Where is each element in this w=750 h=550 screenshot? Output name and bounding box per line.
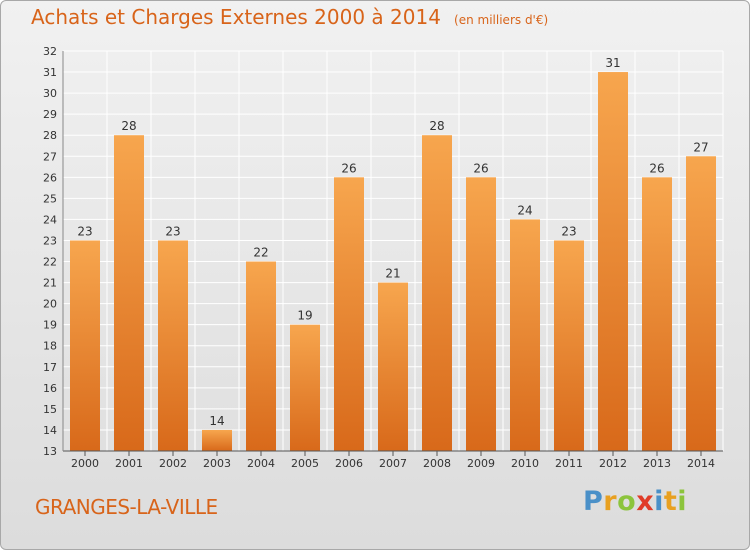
x-tick-label: 2010 [511, 457, 539, 470]
bar [202, 429, 232, 451]
y-tick-label: 14 [43, 424, 57, 437]
title-row: Achats et Charges Externes 2000 à 2014 (… [31, 5, 548, 29]
y-tick-label: 25 [43, 192, 57, 205]
data-label: 26 [473, 161, 488, 175]
logo-letter: P [583, 486, 604, 517]
data-label: 22 [253, 246, 268, 260]
x-tick-label: 2003 [203, 457, 231, 470]
data-label: 28 [429, 119, 444, 133]
logo-letter: r [603, 486, 618, 517]
bar [510, 219, 540, 451]
x-tick-label: 2005 [291, 457, 319, 470]
bar [290, 324, 320, 451]
y-tick-label: 21 [43, 277, 57, 290]
bar [554, 240, 584, 451]
bar [378, 282, 408, 451]
x-tick-label: 2009 [467, 457, 495, 470]
bar [158, 240, 188, 451]
bar [466, 177, 496, 451]
bar [642, 177, 672, 451]
y-tick-label: 20 [43, 298, 57, 311]
x-tick-label: 2002 [159, 457, 187, 470]
x-tick-label: 2012 [599, 457, 627, 470]
y-tick-label: 13 [43, 445, 57, 458]
y-tick-label: 23 [43, 234, 57, 247]
x-tick-label: 2007 [379, 457, 407, 470]
y-tick-label: 17 [43, 361, 57, 374]
data-label: 14 [209, 414, 224, 428]
data-label: 23 [561, 224, 576, 238]
y-tick-label: 24 [43, 213, 57, 226]
y-tick-label: 26 [43, 171, 57, 184]
x-tick-label: 2014 [687, 457, 715, 470]
x-tick-label: 2008 [423, 457, 451, 470]
bar [686, 156, 716, 451]
data-label: 21 [385, 267, 400, 281]
bar [422, 135, 452, 452]
logo-letter: t [663, 486, 678, 517]
y-tick-label: 31 [43, 66, 57, 79]
data-label: 27 [693, 140, 708, 154]
bar [334, 177, 364, 451]
bar [70, 240, 100, 451]
y-tick-label: 22 [43, 256, 57, 269]
y-tick-label: 18 [43, 340, 57, 353]
logo-letter: x [636, 486, 655, 517]
data-label: 26 [649, 161, 664, 175]
x-tick-label: 2004 [247, 457, 275, 470]
logo-letter: i [654, 486, 664, 517]
data-label: 28 [121, 119, 136, 133]
data-label: 19 [297, 309, 312, 323]
bar [114, 135, 144, 452]
data-label: 23 [77, 224, 92, 238]
data-label: 23 [165, 224, 180, 238]
y-tick-label: 16 [43, 382, 57, 395]
x-tick-label: 2006 [335, 457, 363, 470]
bar [598, 72, 628, 451]
commune-name: GRANGES-LA-VILLE [35, 495, 218, 519]
y-tick-label: 29 [43, 108, 57, 121]
axis-layer: 13 14 15 16 17 18 19 20 21 22 23 24 25 26 27 28 29 30 31 32… [43, 45, 723, 470]
y-tick-label: 15 [43, 403, 57, 416]
y-tick-label: 30 [43, 87, 57, 100]
chart-title: Achats et Charges Externes 2000 à 2014 [31, 5, 441, 29]
data-label: 31 [605, 56, 620, 70]
logo-letter: i [677, 486, 688, 517]
x-tick-label: 2011 [555, 457, 583, 470]
chart-unit: (en milliers d'€) [454, 13, 549, 27]
data-label: 26 [341, 161, 356, 175]
proxiti-logo: Proxiti [583, 486, 687, 517]
y-tick-label: 32 [43, 45, 57, 58]
bar-layer [70, 72, 716, 452]
y-tick-label: 28 [43, 129, 57, 142]
y-tick-label: 27 [43, 150, 57, 163]
data-label: 24 [517, 203, 532, 217]
x-tick-label: 2001 [115, 457, 143, 470]
x-tick-label: 2000 [71, 457, 99, 470]
x-tick-label: 2013 [643, 457, 671, 470]
y-tick-label: 19 [43, 319, 57, 332]
logo-letter: o [617, 486, 637, 517]
bar [246, 261, 276, 451]
